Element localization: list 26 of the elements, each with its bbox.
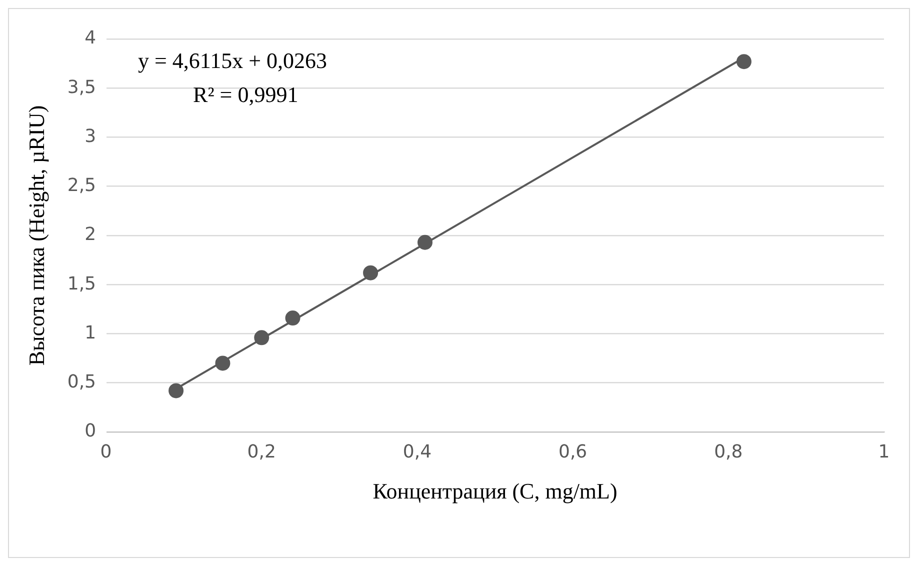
point xyxy=(254,330,270,346)
x-tick-label: 0,8 xyxy=(714,441,743,462)
x-tick-label: 0,4 xyxy=(402,441,432,462)
x-tick-label: 1 xyxy=(878,441,890,462)
y-tick-label: 0 xyxy=(84,420,96,442)
y-tick-label: 2 xyxy=(84,224,96,246)
y-tick-label: 3 xyxy=(84,126,96,147)
y-tick-label: 2,5 xyxy=(67,175,96,196)
y-tick-label: 4 xyxy=(84,28,96,49)
x-tick-label: 0,2 xyxy=(247,441,276,462)
y-axis-title: Высота пика (Height, µRIU) xyxy=(24,105,49,366)
y-tick-label: 3,5 xyxy=(67,76,96,98)
x-tick-label: 0 xyxy=(100,441,112,462)
point xyxy=(417,234,432,250)
x-axis-title: Концентрация (C, mg/mL) xyxy=(372,478,618,504)
point xyxy=(168,383,184,398)
point xyxy=(215,356,230,371)
point xyxy=(363,265,378,280)
y-tick-label: 0,5 xyxy=(67,372,96,393)
y-tick-label: 1 xyxy=(84,322,96,344)
x-tick-label: 0,6 xyxy=(558,441,588,462)
point xyxy=(285,310,300,326)
annotation: R² = 0,9991 xyxy=(193,82,298,107)
annotation: y = 4,6115x + 0,0263 xyxy=(138,48,328,73)
y-tick-label: 1,5 xyxy=(67,273,96,294)
point xyxy=(736,54,752,70)
